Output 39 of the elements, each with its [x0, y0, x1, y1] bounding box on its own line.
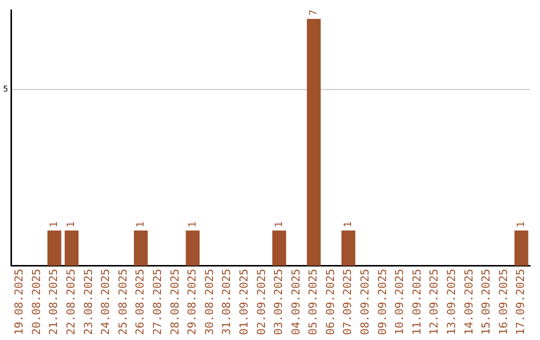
- x-tick-label: 28.08.2025: [168, 268, 182, 336]
- x-tick-label: 15.09.2025: [480, 268, 493, 336]
- data-label: 1: [135, 221, 146, 228]
- x-tick-label: 23.08.2025: [82, 268, 95, 336]
- x-tick-label: 16.09.2025: [496, 268, 510, 336]
- data-label: 1: [342, 221, 354, 228]
- x-tick-label: 13.09.2025: [445, 268, 458, 336]
- x-tick-label: 21.08.2025: [47, 268, 60, 336]
- x-tick-label: 25.08.2025: [116, 268, 130, 336]
- x-tick-label: 27.08.2025: [150, 268, 164, 336]
- x-tick-label: 22.08.2025: [64, 268, 78, 336]
- x-tick-label: 31.08.2025: [220, 268, 234, 336]
- x-tick-label: 06.09.2025: [324, 268, 337, 336]
- x-tick-label: 14.09.2025: [462, 268, 476, 336]
- x-tick-label: 09.09.2025: [376, 268, 389, 336]
- x-tick-label: 12.09.2025: [428, 268, 441, 336]
- x-tick-label: 20.08.2025: [30, 268, 43, 336]
- data-label: 1: [187, 221, 198, 228]
- x-tick-label: 07.09.2025: [341, 268, 354, 336]
- x-tick-label: 29.08.2025: [186, 268, 199, 336]
- data-label: 7: [308, 9, 320, 16]
- x-tick-label: 08.09.2025: [358, 268, 372, 336]
- x-tick-label: 30.08.2025: [202, 268, 216, 336]
- x-tick-label: 04.09.2025: [289, 268, 302, 336]
- data-label: 1: [274, 221, 285, 228]
- x-tick-label: 03.09.2025: [272, 268, 286, 336]
- x-tick-label: 17.09.2025: [514, 268, 528, 336]
- x-tick-label: 19.08.2025: [12, 268, 26, 336]
- x-tick-label: 11.09.2025: [410, 268, 424, 336]
- x-tick-label: 05.09.2025: [306, 268, 320, 336]
- data-label: 1: [66, 221, 78, 228]
- y-tick-label: 5: [2, 84, 8, 94]
- x-tick-label: 02.09.2025: [254, 268, 268, 336]
- x-tick-label: 01.09.2025: [237, 268, 250, 336]
- data-label: 1: [516, 221, 527, 228]
- x-tick-label: 10.09.2025: [393, 268, 406, 336]
- data-label: 1: [48, 221, 60, 228]
- x-tick-label: 24.08.2025: [99, 268, 112, 336]
- x-tick-label: 26.08.2025: [134, 268, 147, 336]
